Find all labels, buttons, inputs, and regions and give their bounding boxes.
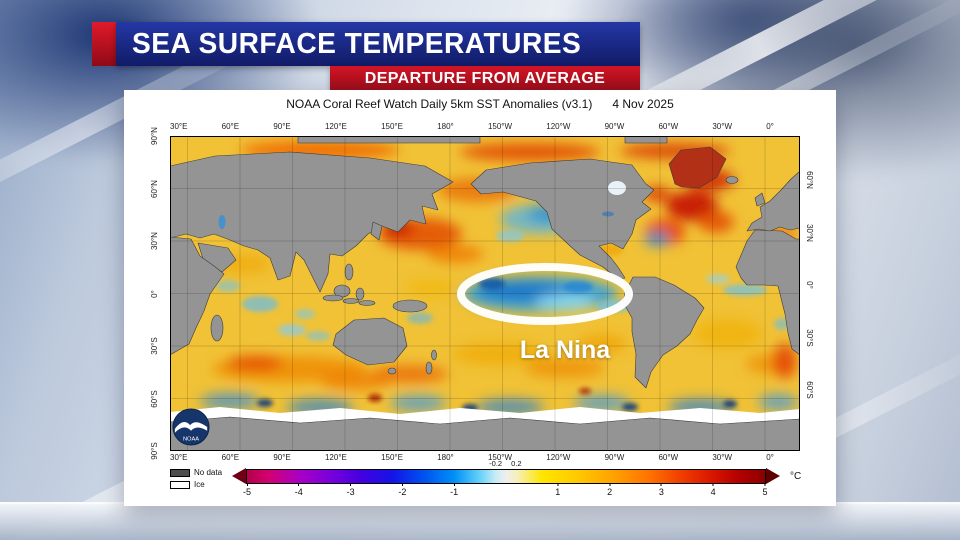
lon-label: 60°E — [221, 122, 240, 131]
world-map-svg — [169, 135, 801, 452]
headline-text: SEA SURFACE TEMPERATURES — [132, 27, 582, 60]
lon-label: 150°E — [381, 122, 403, 131]
lon-label: 0° — [766, 453, 774, 462]
colorbar-tick-label: -4 — [295, 482, 303, 497]
lon-label: 90°W — [604, 122, 625, 131]
lon-label: 150°E — [381, 453, 403, 462]
noaa-logo: NOAA — [172, 408, 210, 446]
ice-label: Ice — [194, 480, 205, 489]
lat-label: 30°N — [805, 223, 815, 242]
lat-label: 30°S — [149, 337, 159, 355]
map-legend-keys: No data Ice — [170, 468, 222, 489]
lat-label: 30°N — [149, 232, 159, 250]
latitude-labels-left: 90°N 60°N 30°N 0° 30°S 60°S 90°S — [146, 127, 162, 460]
lon-label: 60°W — [658, 453, 679, 462]
legend-no-data: No data — [170, 468, 222, 477]
lon-label: 120°W — [546, 453, 571, 462]
lat-label: 60°S — [805, 381, 815, 399]
world-map — [169, 135, 801, 452]
lat-label: 60°N — [805, 171, 815, 189]
lon-label: 90°E — [273, 453, 291, 462]
map-card: NOAA Coral Reef Watch Daily 5km SST Anom… — [124, 90, 836, 506]
continent-eurasia — [169, 151, 454, 293]
colorbar-tick-label: 5 — [762, 482, 768, 497]
lon-label: 180° — [437, 453, 454, 462]
latitude-labels-right: 60°N 30°N 0° 30°S 60°S — [802, 171, 818, 399]
lon-label: 90°E — [273, 122, 291, 131]
background-floor-band — [0, 502, 960, 540]
colorbar: -5 -4 -3 -2 -1 1 2 3 4 5 -0.2 0.2 °C — [232, 459, 802, 497]
lon-label: 150°W — [487, 453, 513, 462]
lon-label: 90°W — [604, 453, 625, 462]
lon-label: 30°E — [170, 453, 188, 462]
no-data-swatch — [170, 468, 190, 477]
ice-swatch — [170, 480, 190, 489]
colorbar-tick-label: 4 — [711, 482, 716, 497]
lon-label: 120°W — [546, 122, 571, 131]
lat-label: 60°S — [149, 389, 159, 408]
subheadline-bar: DEPARTURE FROM AVERAGE — [330, 66, 640, 91]
lat-label: 0° — [149, 289, 159, 298]
colorbar-tick-label: -1 — [450, 482, 458, 497]
lat-label: 60°N — [149, 179, 159, 198]
headline-bar: SEA SURFACE TEMPERATURES — [116, 22, 640, 66]
lon-label: 180° — [437, 122, 454, 131]
lon-label: 150°W — [487, 122, 513, 131]
lon-label: 30°W — [712, 453, 733, 462]
colorbar-tick-label: 3 — [659, 482, 664, 497]
continents — [169, 135, 801, 452]
colorbar-tick-label: 2 — [607, 482, 612, 497]
map-date: 4 Nov 2025 — [612, 97, 674, 111]
la-nina-label: La Nina — [519, 336, 611, 364]
headline-red-accent-bar — [92, 22, 116, 66]
continent-africa-east — [169, 236, 225, 356]
map-title: NOAA Coral Reef Watch Daily 5km SST Anom… — [124, 97, 836, 111]
no-data-label: No data — [194, 468, 223, 477]
continent-south-america — [622, 276, 705, 389]
legend-ice: Ice — [170, 480, 222, 489]
island-madagascar — [210, 314, 224, 342]
noaa-logo-text: NOAA — [183, 436, 199, 442]
lon-label: 60°E — [221, 453, 240, 462]
lat-label: 0° — [805, 281, 815, 289]
lat-label: 30°S — [805, 328, 815, 347]
colorbar-right-arrow — [766, 468, 780, 484]
graticule-meridians — [187, 136, 766, 451]
lon-label: 60°W — [658, 122, 679, 131]
colorbar-unit: °C — [790, 470, 802, 482]
noaa-seagull-icon — [174, 422, 208, 433]
longitude-labels-top: 30°E 60°E 90°E 120°E 150°E 180° 150°W 120°W 90°W… — [170, 122, 800, 131]
subheadline-text: DEPARTURE FROM AVERAGE — [364, 69, 606, 87]
graticule-parallels — [170, 188, 800, 399]
lon-label: 120°E — [324, 122, 347, 131]
continent-japan — [370, 221, 383, 241]
lat-label: 90°S — [149, 442, 159, 460]
colorbar-center-tick-label: 0.2 — [511, 458, 522, 468]
colorbar-center-tick-label: -0.2 — [489, 458, 503, 468]
colorbar-tick-label: -3 — [347, 482, 355, 497]
colorbar-tick-label: -2 — [398, 482, 406, 497]
map-title-text: NOAA Coral Reef Watch Daily 5km SST Anom… — [286, 97, 593, 111]
continent-europe — [746, 170, 801, 232]
lon-label: 30°W — [712, 122, 733, 131]
continent-australia — [332, 317, 408, 366]
colorbar-left-arrow — [232, 468, 246, 484]
lon-label: 30°E — [170, 122, 188, 131]
inland-water — [218, 181, 626, 229]
colorbar-tick-label: -5 — [243, 482, 251, 497]
continent-africa-west — [735, 229, 801, 356]
la-nina-ellipse-annotation — [457, 263, 633, 325]
continent-greenland — [668, 146, 727, 189]
lon-label: 120°E — [324, 453, 347, 462]
map-frame — [170, 136, 800, 451]
colorbar-scale: -5 -4 -3 -2 -1 1 2 3 4 5 -0.2 0.2 — [243, 459, 768, 497]
colorbar-tick-label: 1 — [555, 482, 560, 497]
lat-label: 90°N — [149, 127, 159, 145]
lon-label: 0° — [766, 122, 774, 131]
longitude-labels-bottom: 30°E 60°E 90°E 120°E 150°E 180° 150°W 120°W 90°W… — [170, 453, 800, 462]
